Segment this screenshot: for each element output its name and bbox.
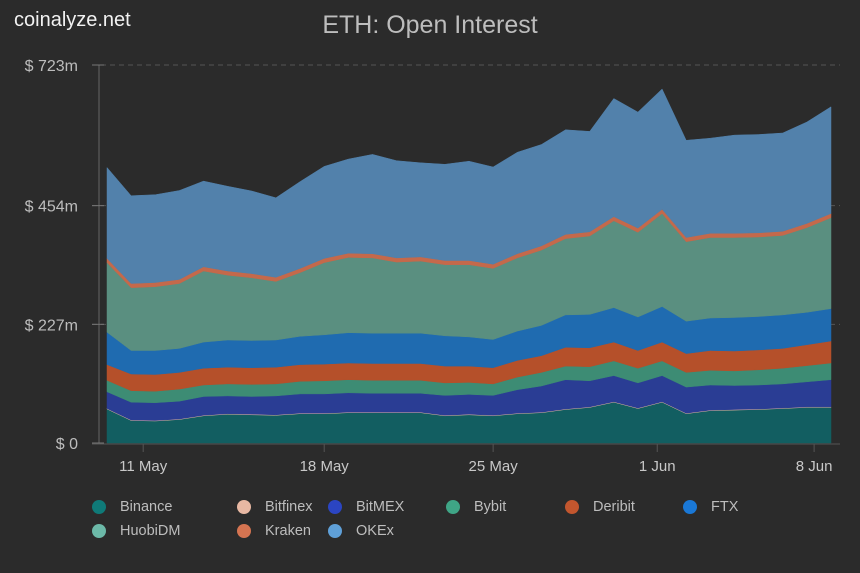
legend-item-kraken[interactable]: Kraken <box>237 523 311 539</box>
legend-item-bitfinex[interactable]: Bitfinex <box>237 499 313 515</box>
legend-dot-icon <box>683 500 697 514</box>
legend-label: BitMEX <box>356 499 405 515</box>
legend-dot-icon <box>328 524 342 538</box>
legend-item-binance[interactable]: Binance <box>92 499 172 515</box>
stacked-areas <box>106 88 832 444</box>
legend-label: OKEx <box>356 523 394 539</box>
y-tick-label: $ 0 <box>56 436 78 453</box>
x-tick-label: 18 May <box>300 458 350 475</box>
x-tick-label: 8 Jun <box>796 458 833 475</box>
legend-label: Bitfinex <box>265 499 313 515</box>
y-axis-ticks: $ 0 $ 227m $ 454m $ 723m <box>25 58 104 453</box>
x-tick-label: 25 May <box>469 458 519 475</box>
x-axis-ticks: 11 May 18 May 25 May 1 Jun 8 Jun <box>119 444 832 475</box>
y-tick-label: $ 227m <box>25 317 78 334</box>
legend-dot-icon <box>92 500 106 514</box>
area-okex[interactable] <box>106 88 832 284</box>
chart-title: ETH: Open Interest <box>322 11 538 39</box>
legend-label: Kraken <box>265 523 311 539</box>
x-tick-label: 11 May <box>119 458 168 475</box>
legend-label: Deribit <box>593 499 635 515</box>
legend-label: Binance <box>120 499 173 515</box>
legend-dot-icon <box>328 500 342 514</box>
legend-item-ftx[interactable]: FTX <box>683 499 738 515</box>
legend-label: FTX <box>711 499 739 515</box>
legend-dot-icon <box>565 500 579 514</box>
legend-dot-icon <box>92 524 106 538</box>
y-tick-label: $ 723m <box>25 58 78 75</box>
site-brand[interactable]: coinalyze.net <box>14 9 131 31</box>
axes <box>92 65 840 445</box>
legend-label: HuobiDM <box>120 523 181 539</box>
legend-item-deribit[interactable]: Deribit <box>565 499 635 515</box>
legend-item-huobidm[interactable]: HuobiDM <box>92 523 180 539</box>
legend-label: Bybit <box>474 499 507 515</box>
legend-item-okex[interactable]: OKEx <box>328 523 394 539</box>
y-tick-label: $ 454m <box>25 199 78 216</box>
legend-item-bybit[interactable]: Bybit <box>446 499 506 515</box>
x-tick-label: 1 Jun <box>639 458 676 475</box>
legend-dot-icon <box>237 500 251 514</box>
legend-dot-icon <box>446 500 460 514</box>
legend-item-bitmex[interactable]: BitMEX <box>328 499 404 515</box>
legend-dot-icon <box>237 524 251 538</box>
